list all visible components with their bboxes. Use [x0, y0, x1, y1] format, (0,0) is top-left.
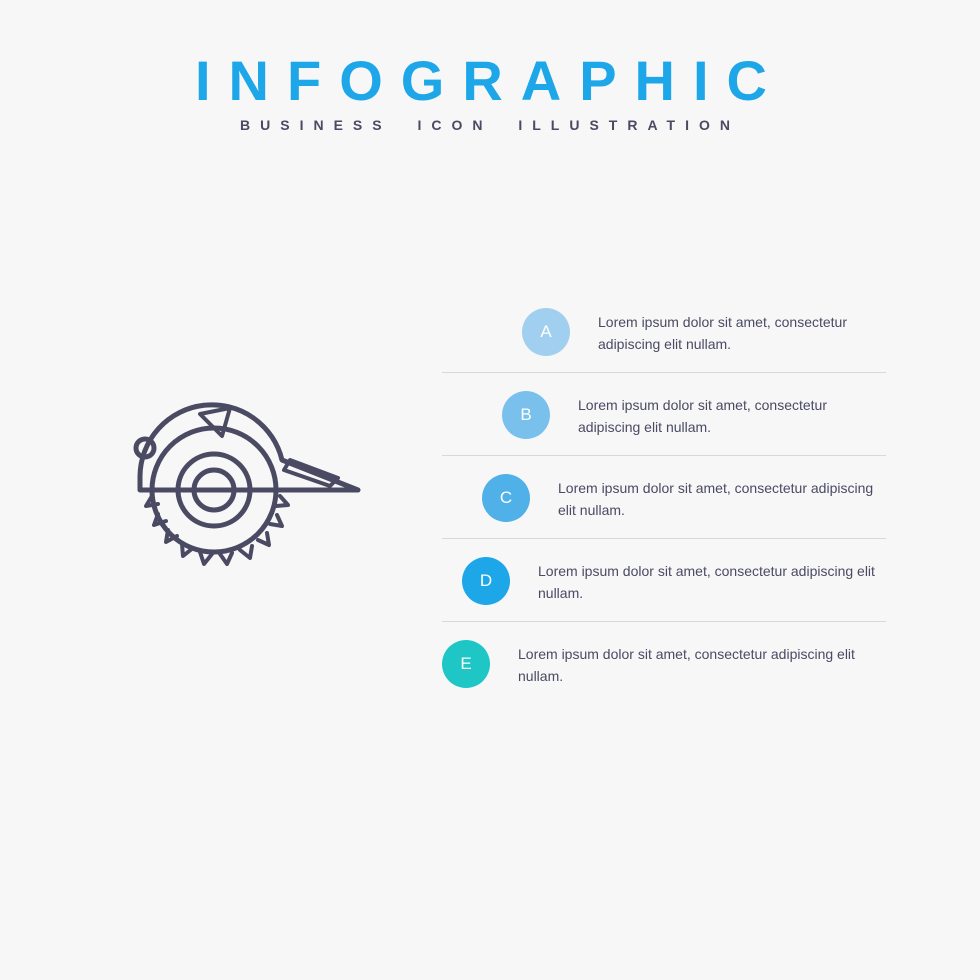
badge-e: E [442, 640, 490, 688]
step-b: B Lorem ipsum dolor sit amet, consectetu… [442, 373, 886, 456]
page-title: INFOGRAPHIC [0, 48, 980, 113]
badge-c: C [482, 474, 530, 522]
badge-d: D [462, 557, 510, 605]
step-text-c: Lorem ipsum dolor sit amet, consectetur … [558, 474, 886, 521]
step-text-e: Lorem ipsum dolor sit amet, consectetur … [518, 640, 858, 687]
step-d: D Lorem ipsum dolor sit amet, consectetu… [442, 539, 886, 622]
steps-list: A Lorem ipsum dolor sit amet, consectetu… [442, 290, 886, 704]
page-subtitle: BUSINESS ICON ILLUSTRATION [0, 117, 980, 133]
step-text-d: Lorem ipsum dolor sit amet, consectetur … [538, 557, 878, 604]
step-text-a: Lorem ipsum dolor sit amet, consectetur … [598, 308, 886, 355]
badge-a: A [522, 308, 570, 356]
header: INFOGRAPHIC BUSINESS ICON ILLUSTRATION [0, 0, 980, 133]
circular-saw-icon [112, 386, 372, 586]
step-e: E Lorem ipsum dolor sit amet, consectetu… [442, 622, 886, 704]
badge-b: B [502, 391, 550, 439]
step-a: A Lorem ipsum dolor sit amet, consectetu… [442, 290, 886, 373]
step-c: C Lorem ipsum dolor sit amet, consectetu… [442, 456, 886, 539]
step-text-b: Lorem ipsum dolor sit amet, consectetur … [578, 391, 886, 438]
